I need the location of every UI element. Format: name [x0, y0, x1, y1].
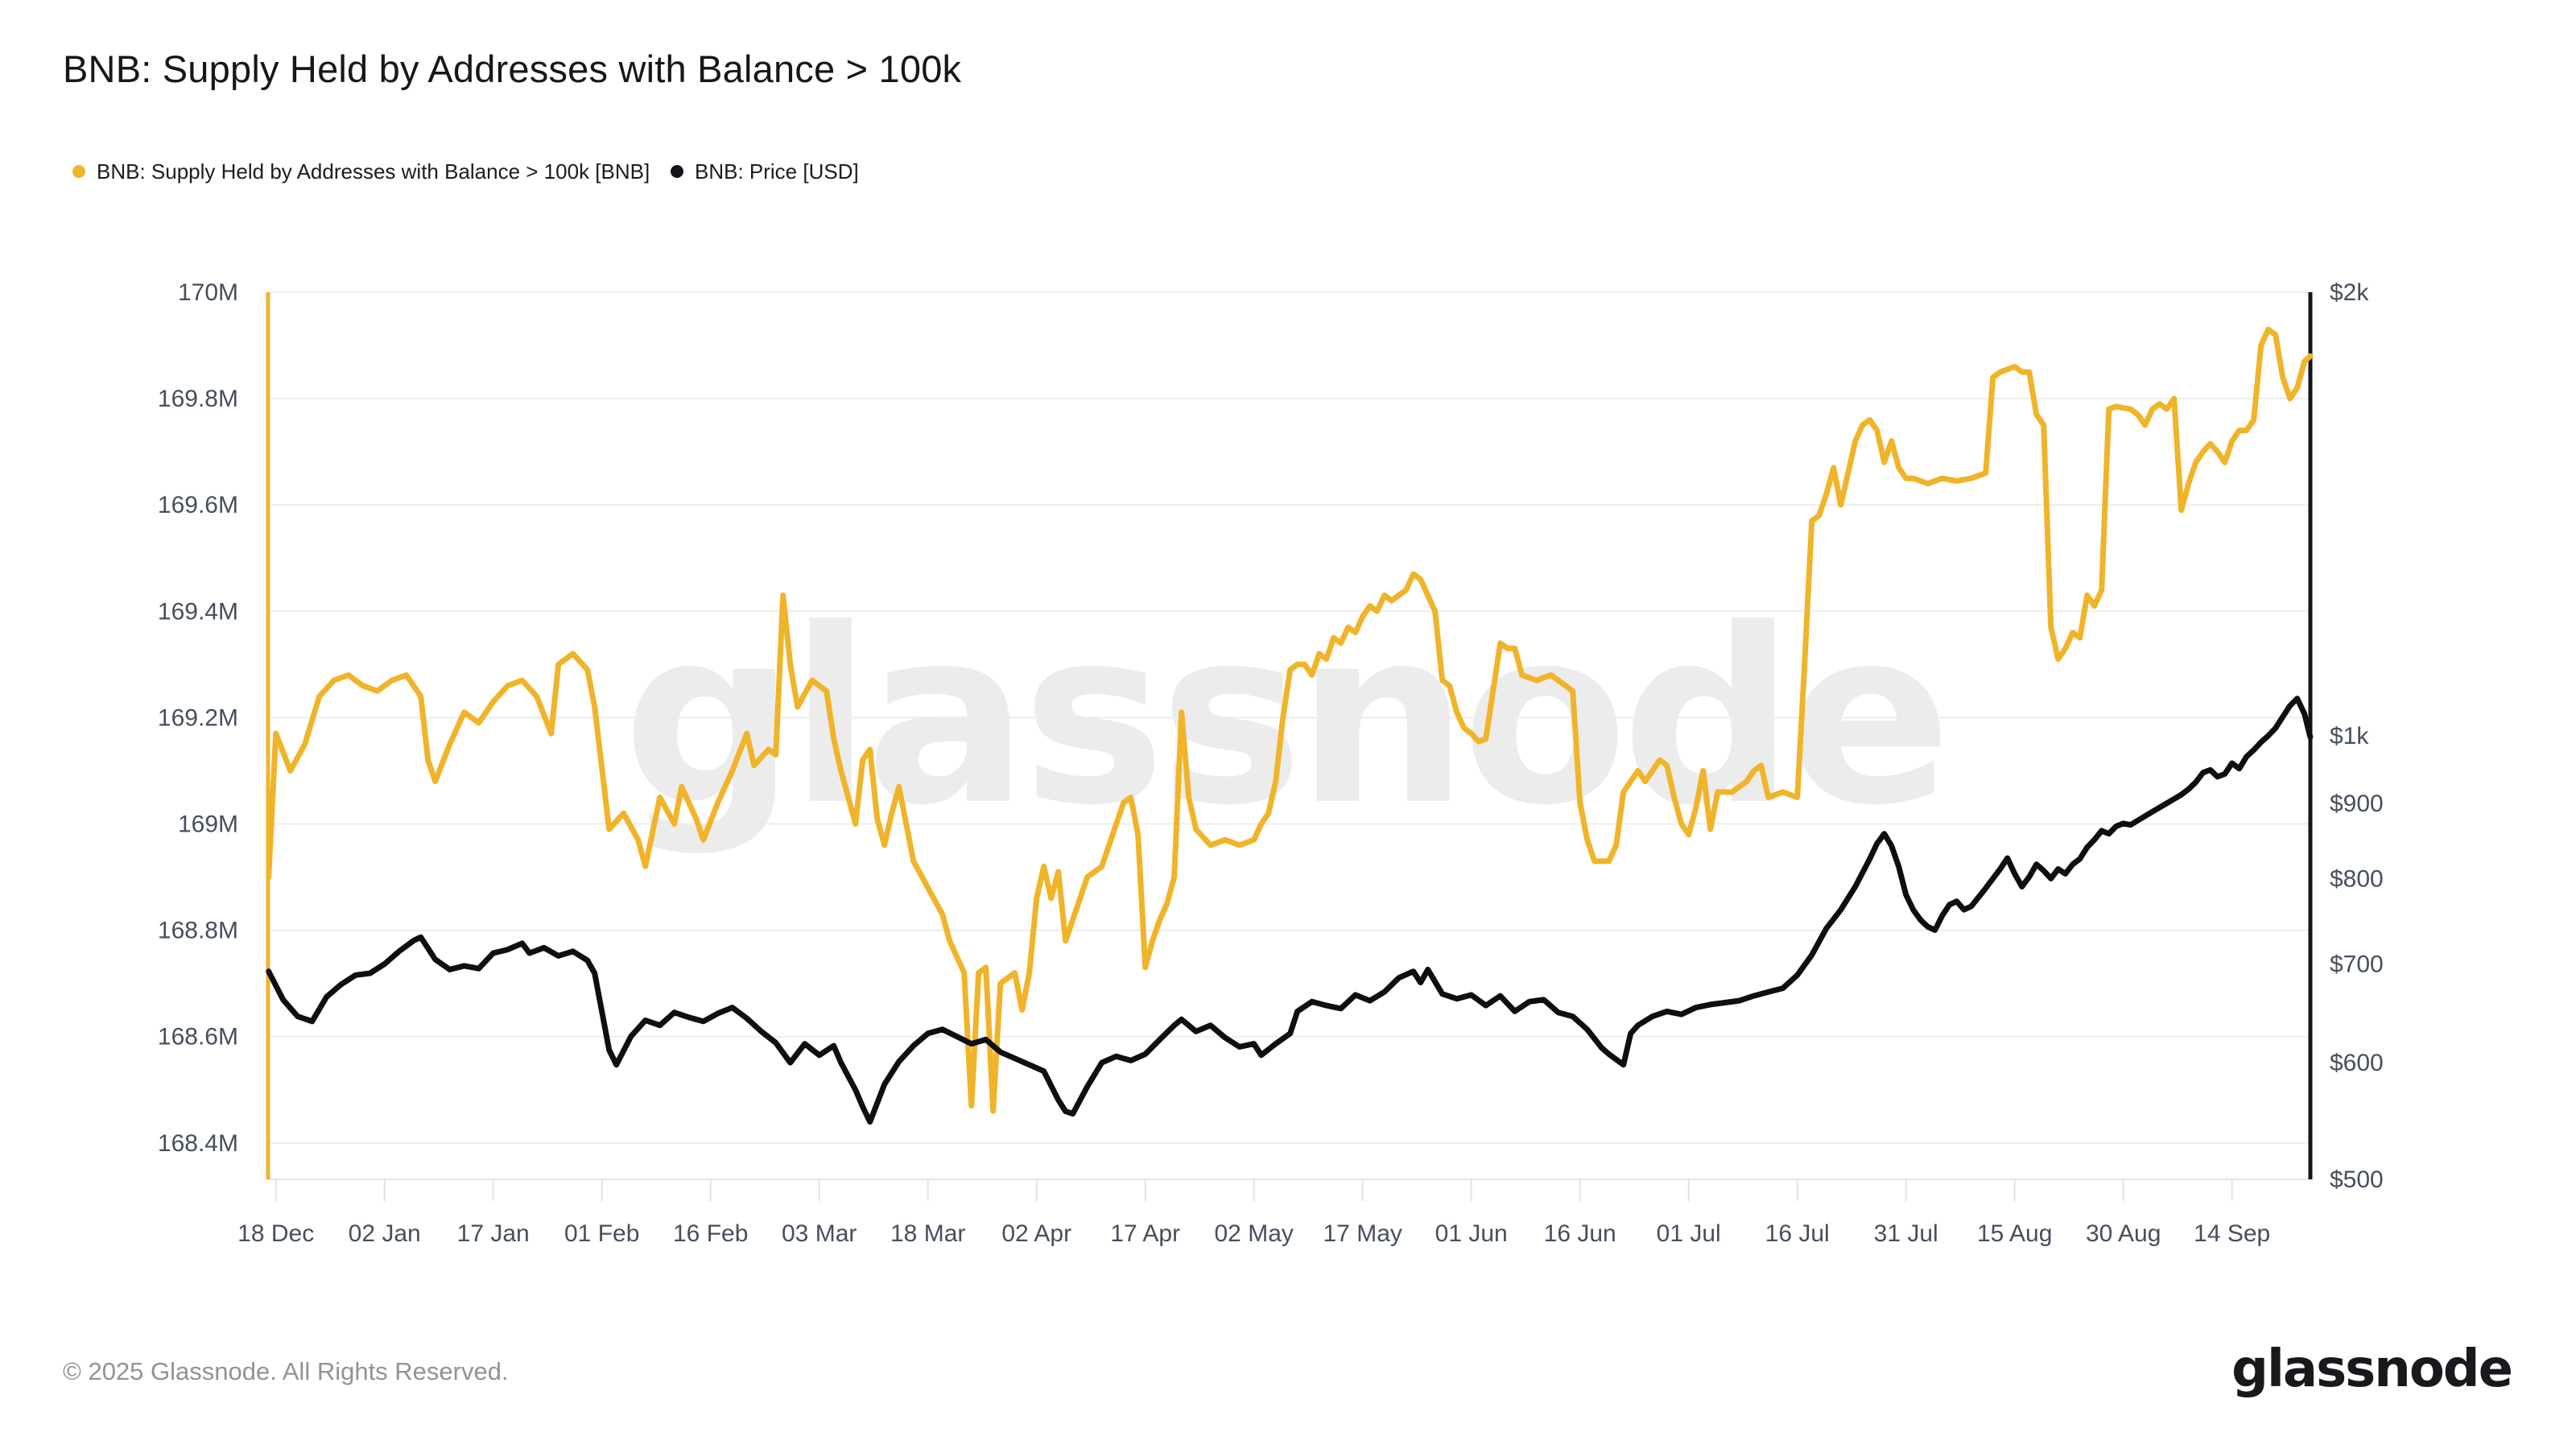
y-right-label: $700 — [2330, 952, 2384, 978]
price-line — [266, 696, 2314, 1125]
x-axis-label: 17 May — [1323, 1220, 1402, 1247]
legend-supply-label: BNB: Supply Held by Addresses with Balan… — [97, 159, 650, 184]
legend-item-supply[interactable]: BNB: Supply Held by Addresses with Balan… — [72, 159, 650, 184]
y-left-label: 168.4M — [158, 1130, 238, 1157]
copyright-text: © 2025 Glassnode. All Rights Reserved. — [63, 1357, 509, 1385]
y-right-label: $500 — [2330, 1166, 2384, 1193]
x-axis-label: 16 Jul — [1765, 1220, 1830, 1247]
y-left-label: 169.4M — [158, 598, 238, 625]
x-axis-label: 15 Aug — [1977, 1220, 2052, 1247]
supply-line — [266, 326, 2314, 1114]
x-axis-label: 16 Jun — [1544, 1220, 1616, 1247]
legend-price-label: BNB: Price [USD] — [695, 159, 859, 184]
x-axis-label: 17 Apr — [1110, 1220, 1180, 1247]
price-legend-dot-icon — [671, 165, 683, 178]
x-axis-label: 03 Mar — [782, 1220, 857, 1247]
y-left-label: 168.6M — [158, 1024, 238, 1051]
y-left-label: 169.6M — [158, 492, 238, 518]
x-axis-label: 30 Aug — [2086, 1220, 2161, 1247]
x-axis-label: 02 May — [1215, 1220, 1294, 1247]
y-right-label: $2k — [2330, 279, 2369, 306]
x-axis-label: 01 Jul — [1657, 1220, 1721, 1247]
x-axis-label: 31 Jul — [1874, 1220, 1938, 1247]
y-left-label: 170M — [178, 279, 238, 306]
x-axis-label: 18 Mar — [890, 1220, 965, 1247]
y-right-label: $800 — [2330, 865, 2384, 892]
y-right-label: $600 — [2330, 1050, 2384, 1076]
y-left-label: 169M — [178, 811, 238, 838]
x-axis-label: 14 Sep — [2194, 1220, 2270, 1247]
x-axis-label: 02 Apr — [1001, 1220, 1071, 1247]
x-axis-label: 02 Jan — [349, 1220, 421, 1247]
legend-item-price[interactable]: BNB: Price [USD] — [671, 159, 859, 184]
x-axis-label: 16 Feb — [673, 1220, 748, 1247]
y-right-label: $1k — [2330, 723, 2369, 749]
x-axis-label: 01 Jun — [1435, 1220, 1508, 1247]
y-left-label: 168.8M — [158, 918, 238, 944]
page-title: BNB: Supply Held by Addresses with Balan… — [63, 47, 962, 90]
x-axis-label: 18 Dec — [237, 1220, 314, 1247]
watermark-glassnode: glassnode — [622, 577, 1945, 858]
supply-legend-dot-icon — [72, 165, 85, 178]
y-left-label: 169.2M — [158, 704, 238, 731]
x-axis-label: 17 Jan — [457, 1220, 530, 1247]
glassnode-logo: glassnode — [2231, 1340, 2513, 1399]
y-right-label: $900 — [2330, 791, 2384, 817]
x-axis-label: 01 Feb — [564, 1220, 639, 1247]
y-left-label: 169.8M — [158, 386, 238, 412]
